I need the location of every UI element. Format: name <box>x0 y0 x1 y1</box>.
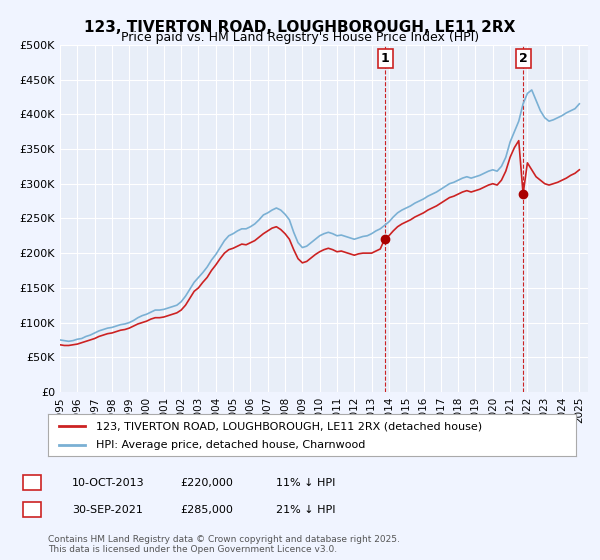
Text: £285,000: £285,000 <box>180 505 233 515</box>
Text: 21% ↓ HPI: 21% ↓ HPI <box>276 505 335 515</box>
Text: 30-SEP-2021: 30-SEP-2021 <box>72 505 143 515</box>
Text: 123, TIVERTON ROAD, LOUGHBOROUGH, LE11 2RX: 123, TIVERTON ROAD, LOUGHBOROUGH, LE11 2… <box>85 20 515 35</box>
Text: 10-OCT-2013: 10-OCT-2013 <box>72 478 145 488</box>
Text: Price paid vs. HM Land Registry's House Price Index (HPI): Price paid vs. HM Land Registry's House … <box>121 31 479 44</box>
Text: 1: 1 <box>381 52 389 65</box>
Text: 2: 2 <box>519 52 527 65</box>
Text: 2: 2 <box>29 505 36 515</box>
Text: 123, TIVERTON ROAD, LOUGHBOROUGH, LE11 2RX (detached house): 123, TIVERTON ROAD, LOUGHBOROUGH, LE11 2… <box>95 421 482 431</box>
Text: Contains HM Land Registry data © Crown copyright and database right 2025.
This d: Contains HM Land Registry data © Crown c… <box>48 535 400 554</box>
Text: HPI: Average price, detached house, Charnwood: HPI: Average price, detached house, Char… <box>95 440 365 450</box>
Text: 11% ↓ HPI: 11% ↓ HPI <box>276 478 335 488</box>
Text: £220,000: £220,000 <box>180 478 233 488</box>
Text: 1: 1 <box>29 478 36 488</box>
